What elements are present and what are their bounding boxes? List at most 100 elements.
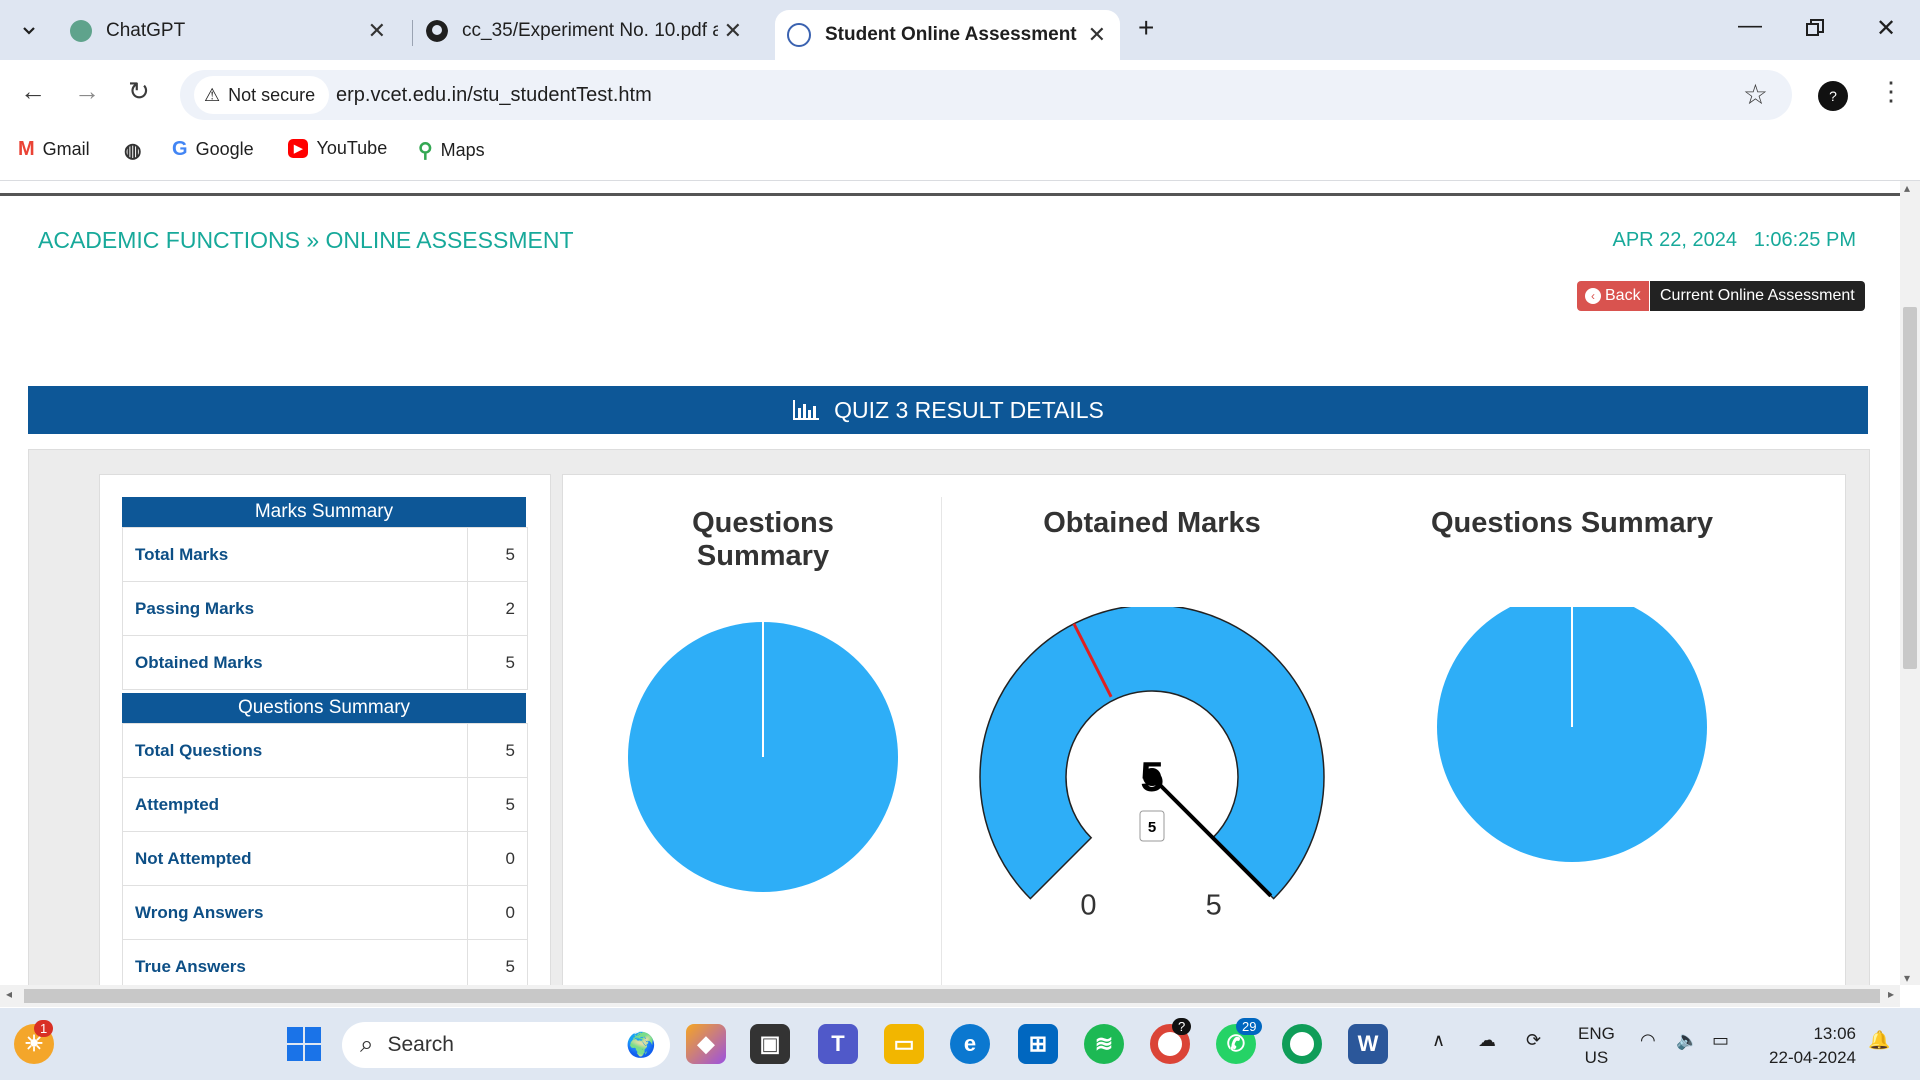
pie-slice[interactable] [1437,607,1707,862]
bookmark-globe[interactable]: ◍ [124,138,149,163]
restore-icon[interactable] [1806,16,1824,44]
breadcrumb-online-assessment[interactable]: ONLINE ASSESSMENT [325,227,574,253]
google-icon: G [172,138,188,160]
table-row: Not Attempted 0 [122,831,528,886]
browser-toolbar: ← → ↻ ⚠ Not secure erp.vcet.edu.in/stu_s… [0,60,1920,128]
bookmarks-bar: M Gmail ◍ G Google ▶ YouTube ⚲ Maps [0,128,1920,181]
questions-summary-chart-panel: Questions Summary [585,497,942,985]
bookmark-gmail[interactable]: M Gmail [18,138,90,160]
file-explorer-icon[interactable]: ▭ [884,1024,924,1064]
gauge-needle [1150,775,1273,898]
table-row: Attempted 5 [122,777,528,832]
summary-card: Marks Summary Total Marks 5 Passing Marks… [99,474,551,985]
obtained-marks-chart-panel: Obtained Marks 5 5 0 5 [942,497,1362,985]
gauge-value-large: 5 [1140,753,1163,800]
scroll-right-icon[interactable]: ▸ [1887,987,1894,1001]
close-icon[interactable]: ✕ [1087,22,1106,47]
youtube-icon: ▶ [288,139,309,158]
gauge-band [979,607,1325,900]
chrome-profile-icon[interactable] [1282,1024,1322,1064]
quiz-result-header: QUIZ 3 RESULT DETAILS [28,386,1868,434]
tab-title: ChatGPT [106,20,186,41]
table-row: Total Questions 5 [122,723,528,778]
microsoft-store-icon[interactable]: ⊞ [1018,1024,1058,1064]
taskbar-search[interactable]: ⌕ Search 🌍 [342,1022,670,1068]
teams-icon[interactable]: T [818,1024,858,1064]
quiz-title: QUIZ 3 RESULT DETAILS [834,396,1104,423]
scroll-down-icon[interactable]: ▾ [1904,971,1911,985]
tab-search-button[interactable] [8,12,50,48]
window-close-icon[interactable]: ✕ [1876,15,1897,42]
scrollbar-thumb[interactable] [24,989,1880,1003]
questions-summary-chart-panel-right: Questions Summary [1362,497,1782,985]
chevron-down-icon [23,27,35,35]
wifi-icon[interactable]: ◠ [1640,1030,1656,1050]
task-view-icon[interactable]: ▣ [750,1024,790,1064]
vertical-scrollbar[interactable]: ▴ ▾ [1900,181,1920,985]
system-clock[interactable]: 13:06 22-04-2024 [1769,1024,1856,1067]
scroll-up-icon[interactable]: ▴ [1904,181,1911,195]
windows-start-icon[interactable] [284,1024,324,1064]
chevron-left-icon: ‹ [1585,288,1601,304]
copilot-icon[interactable]: ◆ [686,1024,726,1064]
search-icon: ⌕ [360,1031,374,1058]
sync-icon[interactable]: ⟳ [1526,1030,1542,1050]
language-indicator[interactable]: ENG US [1578,1024,1615,1067]
onedrive-cloud-icon[interactable]: ☁ [1478,1030,1496,1050]
tab-title: Student Online Assessment [825,24,1077,45]
reload-icon[interactable]: ↻ [128,76,150,106]
whatsapp-badge: 29 [1236,1018,1263,1035]
github-icon [426,20,448,42]
back-button[interactable]: ‹ Back [1577,281,1649,311]
date-time: APR 22, 2024 1:06:25 PM [1613,229,1857,252]
close-icon[interactable]: ✕ [717,18,742,44]
gmail-icon: M [18,138,35,160]
tab-github-pdf[interactable]: cc_35/Experiment No. 10.pdf a ✕ [426,10,756,52]
globe-icon: ◍ [124,140,142,162]
notification-bell-icon[interactable]: 🔔 [1868,1030,1891,1050]
security-label: Not secure [228,84,316,105]
bookmark-google[interactable]: G Google [172,138,254,160]
bookmark-youtube[interactable]: ▶ YouTube [288,138,387,159]
edge-icon[interactable]: e [950,1024,990,1064]
address-bar[interactable]: ⚠ Not secure erp.vcet.edu.in/stu_student… [180,70,1792,120]
gauge-value-label: 5 [1148,819,1156,836]
spotify-icon[interactable]: ≋ [1084,1024,1124,1064]
security-chip[interactable]: ⚠ Not secure [194,76,330,114]
forward-arrow-icon[interactable]: → [74,76,100,106]
table-row: Total Marks 5 [122,527,528,582]
gauge-chart: 5 5 0 5 [979,607,1325,922]
word-icon[interactable]: W [1348,1024,1388,1064]
scrollbar-thumb[interactable] [1903,307,1917,669]
chevron-up-icon[interactable]: ∧ [1432,1030,1446,1050]
bookmark-maps[interactable]: ⚲ Maps [418,140,485,162]
scroll-left-icon[interactable]: ◂ [6,987,13,1001]
current-date: APR 22, 2024 [1612,229,1738,251]
map-pin-icon: ⚲ [418,140,433,162]
volume-icon[interactable]: 🔈 [1676,1030,1699,1050]
battery-icon[interactable]: ▭ [1712,1030,1730,1050]
result-panel: Marks Summary Total Marks 5 Passing Marks… [28,449,1870,985]
page-content: ACADEMIC FUNCTIONS » ONLINE ASSESSMENT A… [0,181,1900,985]
breadcrumb-academic-functions[interactable]: ACADEMIC FUNCTIONS [38,227,300,253]
tab-student-online-assessment[interactable]: Student Online Assessment ✕ [775,10,1120,60]
chart-title: Questions Summary [692,507,834,572]
chart-title: Obtained Marks [1043,507,1261,539]
profile-avatar[interactable]: ? [1818,81,1848,111]
menu-kebab-icon[interactable]: ⋮ [1878,76,1904,106]
breadcrumb-separator: » [306,227,320,253]
marks-summary-table: Total Marks 5 Passing Marks 2 Obtained Mar… [122,527,528,690]
pie-chart-right [1437,607,1707,862]
current-online-assessment-button[interactable]: Current Online Assessment [1650,281,1865,311]
notification-badge: 1 [34,1020,54,1037]
minimize-icon[interactable]: — [1738,12,1762,39]
horizontal-scrollbar[interactable]: ◂ ▸ [0,985,1900,1007]
url-text[interactable]: erp.vcet.edu.in/stu_studentTest.htm [336,84,652,106]
bookmark-star-icon[interactable]: ☆ [1742,79,1768,110]
back-arrow-icon[interactable]: ← [20,76,46,106]
gauge-hub [1143,768,1161,786]
close-icon[interactable]: ✕ [367,18,386,43]
tab-chatgpt[interactable]: ChatGPT ✕ [70,10,400,52]
new-tab-button[interactable]: + [1138,12,1155,43]
warning-icon: ⚠ [204,84,221,105]
